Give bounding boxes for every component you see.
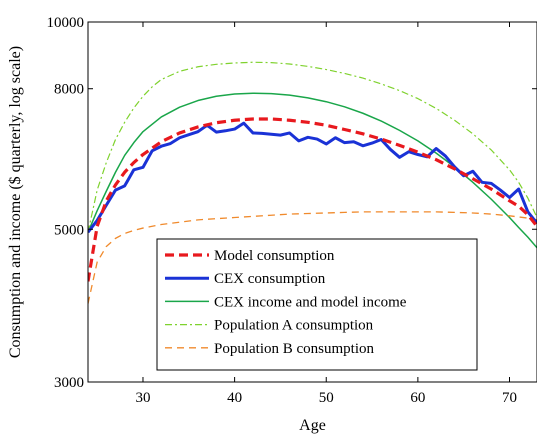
x-tick-label: 60 xyxy=(410,390,425,406)
series-line-3 xyxy=(88,61,537,233)
legend-label-1: CEX consumption xyxy=(214,271,326,287)
y-tick-label: 5000 xyxy=(54,222,84,238)
series-line-0 xyxy=(88,117,537,282)
legend-label-0: Model consumption xyxy=(214,248,335,264)
legend: Model consumption CEX consumption CEX inco… xyxy=(156,238,478,371)
y-axis-label: Consumption and income ($ quarterly, log… xyxy=(7,46,24,358)
series-layer xyxy=(88,61,537,304)
legend-label-3: Population A consumption xyxy=(214,318,374,334)
x-tick-label: 70 xyxy=(502,390,517,406)
x-tick-label: 50 xyxy=(319,390,334,406)
legend-box xyxy=(156,238,478,371)
series-line-4 xyxy=(88,211,537,304)
y-tick-label: 3000 xyxy=(54,375,84,391)
tick-layer: 30 40 50 60 70 3000 5000 8000 10000 xyxy=(47,15,537,406)
y-tick-label: 10000 xyxy=(47,15,85,31)
plot-frame xyxy=(87,21,537,383)
y-tick-label: 8000 xyxy=(54,82,84,98)
legend-label-4: Population B consumption xyxy=(214,341,375,357)
x-tick-label: 30 xyxy=(135,390,150,406)
series-line-2 xyxy=(88,92,537,249)
x-axis-label: Age xyxy=(299,417,326,434)
x-tick-label: 40 xyxy=(227,390,242,406)
legend-label-2: CEX income and model income xyxy=(214,294,407,310)
